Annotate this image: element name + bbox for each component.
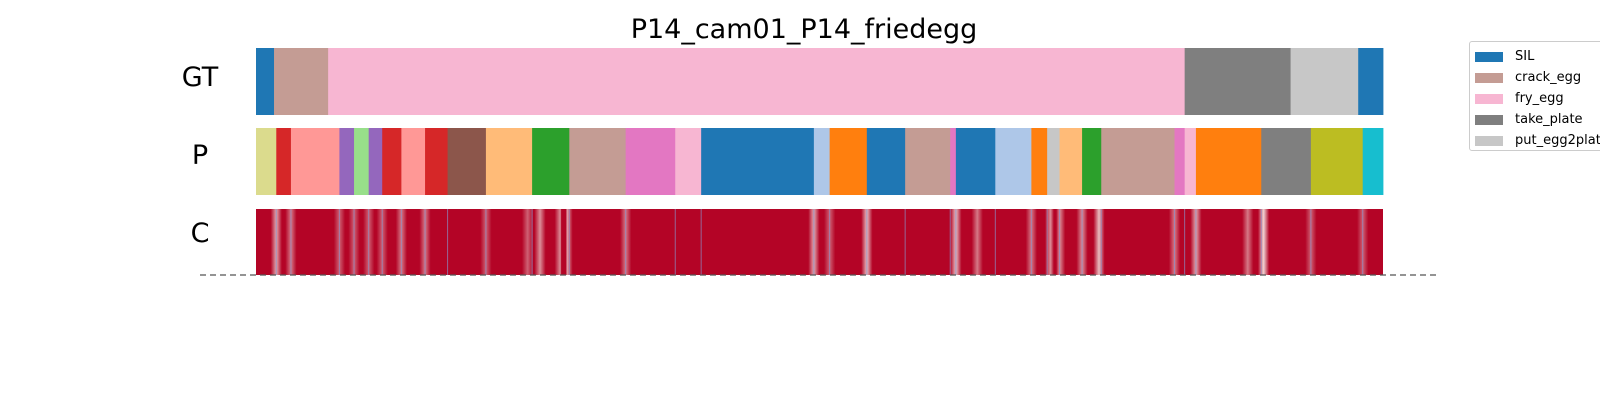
prediction-segment (905, 128, 951, 195)
gt-segment (274, 48, 329, 115)
gt-segment (1290, 48, 1359, 115)
prediction-segment (1362, 128, 1384, 195)
prediction-segment (995, 128, 1032, 195)
prediction-segment (354, 128, 370, 195)
legend-swatch (1475, 51, 1503, 62)
gt-segment (256, 48, 275, 115)
prediction-segment (276, 128, 292, 195)
prediction-segment (290, 128, 340, 195)
prediction-segment (1184, 128, 1197, 195)
prediction-segment (829, 128, 868, 195)
prediction-segment (368, 128, 383, 195)
legend-swatch (1475, 72, 1503, 83)
legend-item-fry-egg: fry_egg (1475, 88, 1600, 109)
legend-label: fry_egg (1515, 91, 1564, 106)
prediction-segment (447, 128, 487, 195)
legend-swatch (1475, 135, 1503, 146)
prediction-segment (866, 128, 906, 195)
prediction-segment (485, 128, 533, 195)
legend: SIL crack_egg fry_egg take_plate put_egg… (1469, 41, 1600, 151)
prediction-segment (1174, 128, 1186, 195)
legend-item-take-plate: take_plate (1475, 109, 1600, 130)
prediction-segment (701, 128, 815, 195)
prediction-segment (1101, 128, 1175, 195)
legend-swatch (1475, 93, 1503, 104)
prediction-row (256, 128, 1384, 195)
legend-item-sil: SIL (1475, 46, 1600, 67)
prediction-segment (1031, 128, 1048, 195)
row-label-p: P (191, 140, 209, 171)
prediction-segment (256, 128, 277, 195)
prediction-segment (955, 128, 996, 195)
segmentation-chart (200, 48, 1440, 276)
prediction-segment (1059, 128, 1083, 195)
row-label-c: C (190, 218, 210, 249)
gt-segment (1358, 48, 1384, 115)
row-label-gt: GT (181, 62, 219, 93)
confidence-bar (256, 209, 1383, 275)
prediction-segment (1261, 128, 1312, 195)
prediction-segment (675, 128, 702, 195)
legend-label: SIL (1515, 49, 1535, 64)
confidence-segment-boundaries (275, 209, 1364, 275)
legend-label: crack_egg (1515, 70, 1582, 85)
prediction-segment (532, 128, 570, 195)
legend-label: put_egg2plat (1515, 133, 1600, 148)
prediction-segment (1310, 128, 1364, 195)
prediction-segment (382, 128, 402, 195)
prediction-segment (401, 128, 426, 195)
prediction-segment (813, 128, 831, 195)
gt-segment (328, 48, 1186, 115)
legend-label: take_plate (1515, 112, 1583, 127)
gt-row (256, 48, 1384, 115)
prediction-segment (1047, 128, 1060, 195)
legend-item-crack-egg: crack_egg (1475, 67, 1600, 88)
legend-swatch (1475, 114, 1503, 125)
prediction-segment (569, 128, 627, 195)
prediction-segment (1195, 128, 1262, 195)
prediction-segment (625, 128, 676, 195)
chart-title: P14_cam01_P14_friedegg (630, 14, 978, 45)
prediction-segment (1082, 128, 1102, 195)
gt-segment (1184, 48, 1291, 115)
prediction-segment (950, 128, 957, 195)
prediction-segment (339, 128, 355, 195)
prediction-segment (425, 128, 448, 195)
legend-item-put-egg2plat: put_egg2plat (1475, 130, 1600, 151)
